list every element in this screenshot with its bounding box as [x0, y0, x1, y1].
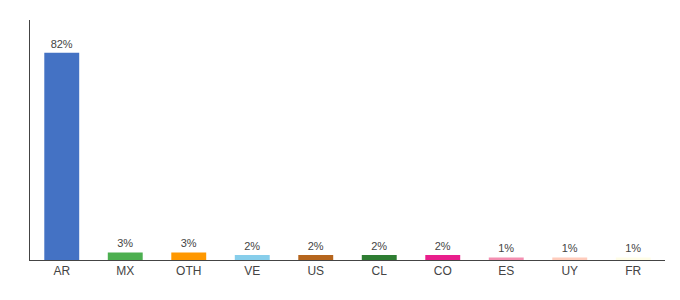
- svg-text:2%: 2%: [244, 240, 260, 252]
- svg-text:CO: CO: [434, 264, 452, 278]
- svg-text:2%: 2%: [371, 240, 387, 252]
- svg-text:1%: 1%: [562, 242, 578, 254]
- svg-text:US: US: [307, 264, 324, 278]
- svg-text:MX: MX: [116, 264, 134, 278]
- svg-text:FR: FR: [625, 264, 641, 278]
- svg-text:OTH: OTH: [176, 264, 201, 278]
- svg-text:1%: 1%: [498, 242, 514, 254]
- svg-text:UY: UY: [561, 264, 578, 278]
- svg-text:CL: CL: [372, 264, 388, 278]
- svg-text:ES: ES: [498, 264, 514, 278]
- svg-text:1%: 1%: [625, 242, 641, 254]
- svg-text:82%: 82%: [51, 38, 73, 50]
- svg-text:2%: 2%: [435, 240, 451, 252]
- svg-text:AR: AR: [53, 264, 70, 278]
- svg-text:3%: 3%: [117, 237, 133, 249]
- svg-text:3%: 3%: [181, 237, 197, 249]
- svg-text:VE: VE: [244, 264, 260, 278]
- svg-text:2%: 2%: [308, 240, 324, 252]
